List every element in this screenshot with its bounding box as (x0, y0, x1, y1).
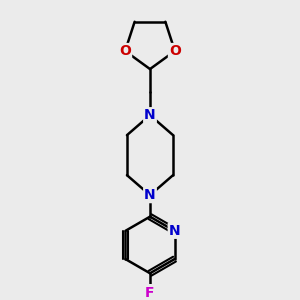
Text: O: O (119, 44, 131, 58)
Text: N: N (169, 224, 180, 238)
Text: F: F (145, 286, 155, 300)
Text: O: O (169, 44, 181, 58)
Text: N: N (144, 188, 156, 202)
Text: N: N (144, 108, 156, 122)
